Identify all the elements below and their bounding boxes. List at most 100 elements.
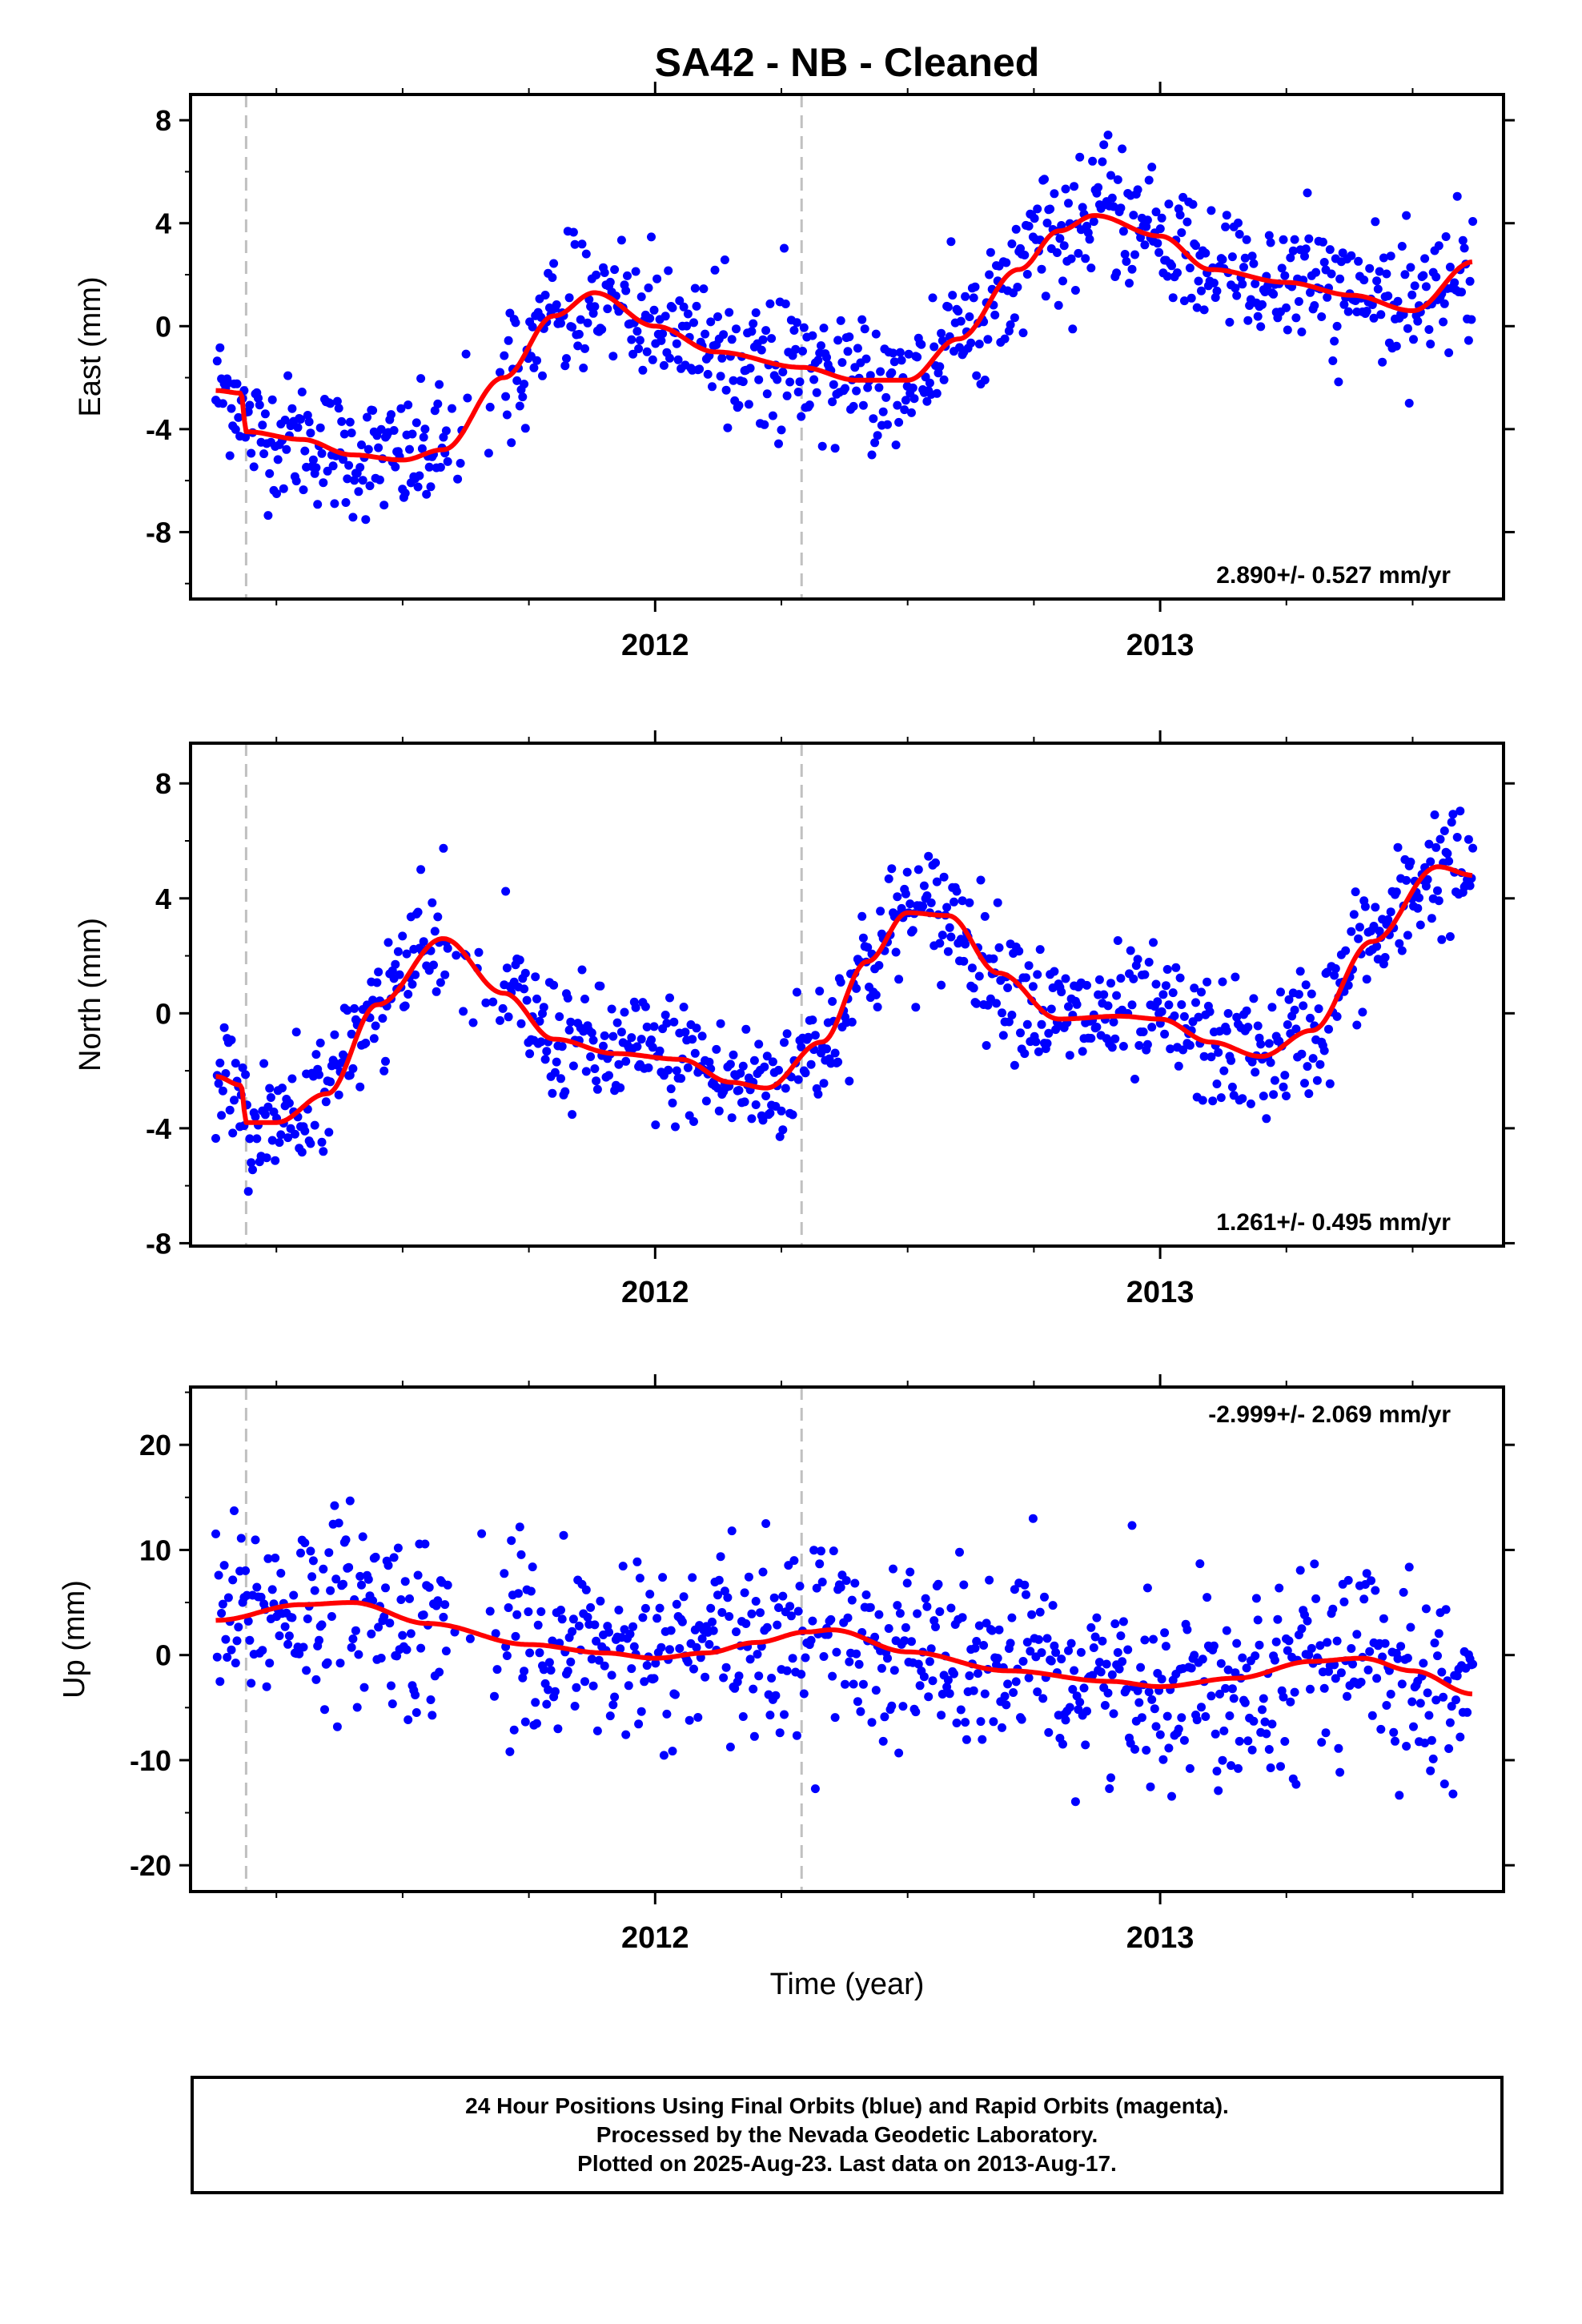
data-point (1027, 1610, 1037, 1619)
data-point (1103, 1001, 1113, 1011)
data-point (638, 365, 648, 375)
data-point (741, 1619, 751, 1628)
data-point (1256, 1039, 1266, 1049)
data-point (762, 389, 772, 399)
data-point (1355, 923, 1364, 932)
data-point (542, 1699, 552, 1709)
data-point (1011, 1677, 1021, 1687)
data-point (966, 338, 976, 348)
data-point (1166, 1044, 1175, 1054)
data-point (679, 1592, 689, 1602)
data-point (1162, 965, 1172, 974)
data-point (1061, 1715, 1070, 1725)
data-point (1192, 303, 1202, 312)
data-point (723, 423, 733, 432)
data-point (1066, 1638, 1076, 1648)
data-point (665, 353, 674, 363)
data-point (1007, 1613, 1017, 1622)
data-point (1386, 1690, 1395, 1699)
data-point (1227, 1082, 1237, 1092)
data-point (745, 1655, 755, 1664)
data-point (590, 1064, 600, 1073)
data-point (1094, 183, 1103, 192)
data-point (496, 1015, 504, 1025)
data-point (849, 401, 858, 411)
data-point (492, 1665, 502, 1675)
data-point (655, 1046, 665, 1055)
data-point (536, 1607, 546, 1616)
data-point (532, 356, 541, 365)
data-point (1247, 1745, 1257, 1755)
data-point (600, 1031, 609, 1040)
data-point (564, 1025, 574, 1035)
data-point (435, 1667, 444, 1677)
data-point (950, 897, 958, 907)
data-point (948, 291, 958, 300)
data-point (383, 1561, 393, 1570)
data-point (1227, 252, 1237, 262)
data-point (1304, 1089, 1314, 1099)
data-point (952, 887, 962, 896)
data-point (412, 1708, 421, 1717)
data-point (937, 980, 946, 990)
data-point (649, 1022, 659, 1031)
data-point (775, 1728, 785, 1738)
data-point (1343, 307, 1353, 316)
data-point (1347, 251, 1356, 260)
data-point (540, 1055, 550, 1064)
data-point (1171, 963, 1181, 972)
data-point (808, 331, 817, 340)
data-point (1328, 356, 1338, 365)
data-point (1434, 896, 1443, 906)
data-point (861, 1590, 871, 1599)
data-point (511, 1631, 520, 1641)
data-point (556, 319, 565, 328)
data-point (556, 1074, 565, 1084)
data-point (439, 1612, 448, 1622)
data-point (849, 1679, 858, 1689)
data-point (1240, 253, 1250, 263)
data-point (1216, 1659, 1226, 1668)
data-point (435, 380, 444, 389)
data-point (809, 1546, 819, 1555)
data-point (1391, 341, 1401, 351)
data-point (608, 352, 618, 361)
data-point (275, 1138, 284, 1148)
data-point (1000, 1691, 1010, 1701)
data-point (671, 1690, 680, 1699)
data-point (1058, 276, 1067, 286)
data-point (1282, 1092, 1291, 1100)
data-point (768, 1057, 777, 1067)
data-point (1247, 1057, 1257, 1067)
data-point (1294, 297, 1303, 306)
data-point (1142, 1039, 1152, 1049)
data-point (819, 1652, 829, 1661)
data-point (1125, 279, 1134, 288)
data-point (341, 1535, 351, 1545)
data-point (781, 1084, 790, 1093)
rate-annotation: -2.999+/- 2.069 mm/yr (1208, 1401, 1451, 1428)
data-point (937, 328, 946, 338)
data-point (1280, 1737, 1290, 1746)
data-point (738, 377, 748, 387)
data-point (1424, 839, 1434, 849)
data-point (501, 887, 511, 896)
data-point (557, 1614, 567, 1624)
data-point (1264, 1745, 1274, 1754)
data-point (1452, 1671, 1462, 1681)
data-point (616, 235, 626, 245)
data-point (350, 1003, 359, 1013)
data-point (1324, 1024, 1333, 1034)
data-point (369, 1034, 379, 1043)
data-point (539, 1003, 548, 1012)
data-point (1106, 1773, 1115, 1783)
data-point (453, 474, 463, 484)
data-point (710, 265, 720, 275)
data-point (428, 898, 437, 907)
data-point (970, 282, 980, 292)
data-point (690, 1048, 700, 1058)
data-point (634, 1719, 644, 1729)
data-point (1415, 893, 1423, 903)
data-point (1229, 1694, 1239, 1703)
data-point (1082, 221, 1091, 231)
